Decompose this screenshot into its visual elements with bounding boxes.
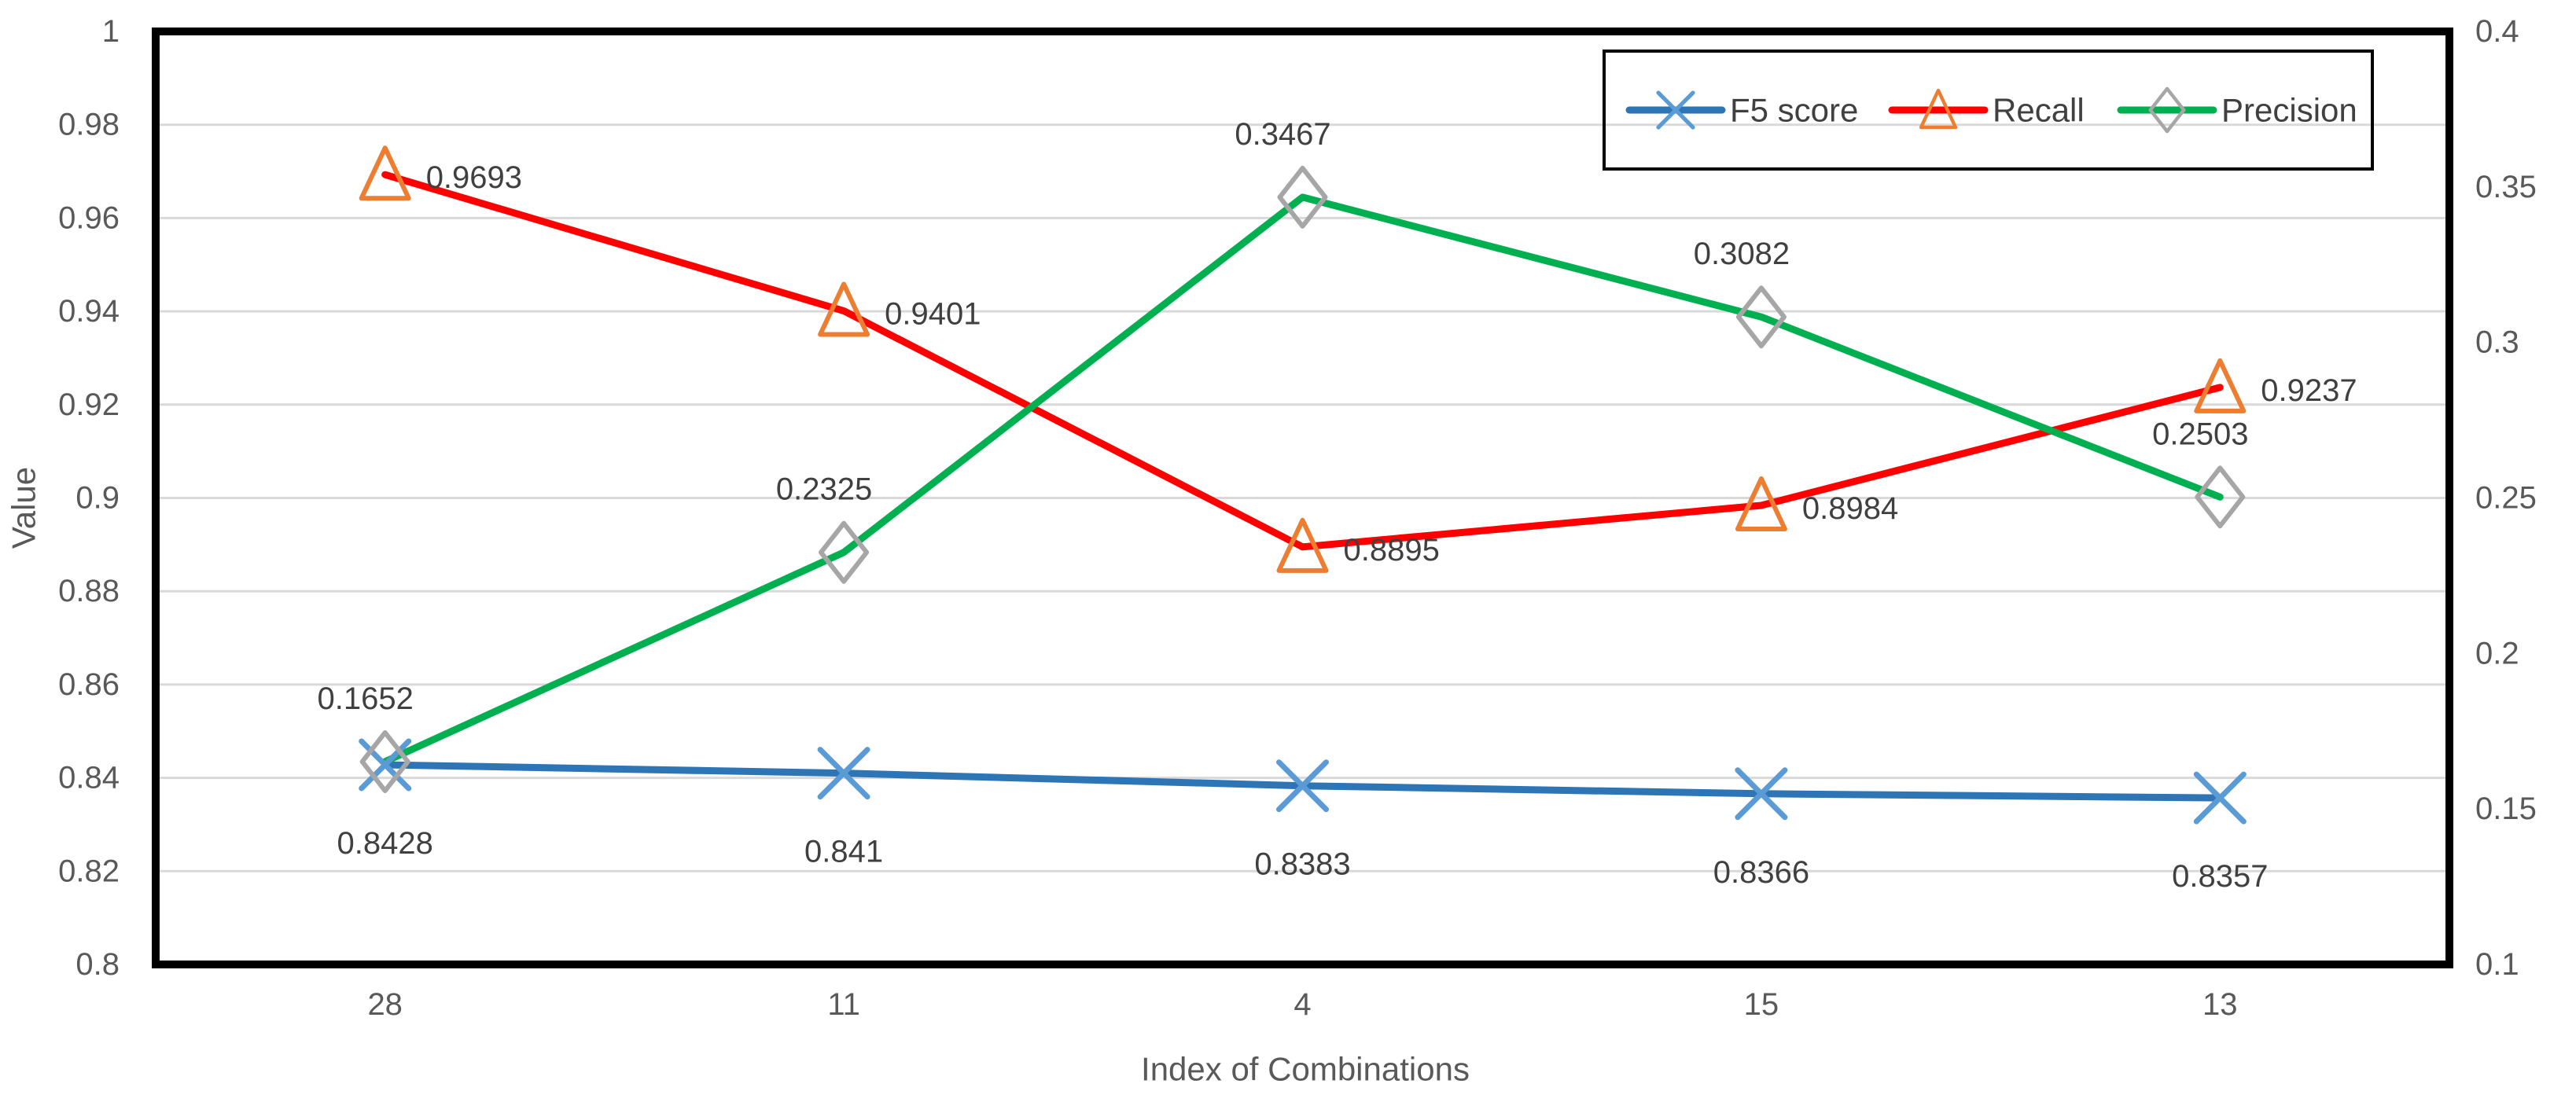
triangle-marker-shape [818,281,870,337]
legend-entry-f5-score [1625,90,1726,130]
triangle-marker-icon [1919,88,1958,130]
y-axis-left-tick-label: 0.96 [58,200,120,235]
y-axis-left-tick-label: 0.88 [58,574,120,608]
y-axis-left-tick-label: 0.98 [58,108,120,142]
data-label: 0.9401 [885,297,981,332]
x-marker-stroke [1276,759,1329,813]
data-label: 0.8357 [2172,859,2268,894]
triangle-marker-shape [1735,476,1787,531]
triangle-marker-shape [1276,517,1329,573]
y-axis-left-tick-label: 0.94 [58,294,120,329]
legend-box [1603,50,2374,171]
diamond-marker-icon [2148,86,2186,134]
data-label: 0.841 [804,835,883,869]
x-marker-stroke [817,747,870,800]
x-marker-icon [817,747,870,800]
x-marker-icon [1276,759,1329,813]
diamond-marker-icon [819,520,870,584]
data-label: 0.2325 [776,472,872,507]
y-axis-left-tick-label: 0.92 [58,388,120,422]
y-axis-right-tick-label: 0.15 [2475,792,2537,826]
data-label: 0.1652 [318,681,414,716]
triangle-marker-icon [1735,476,1787,531]
x-axis-tick-label: 28 [367,987,403,1022]
legend-label: Precision [2221,92,2357,129]
diamond-marker-icon [1735,285,1787,349]
diamond-marker-shape [1277,165,1328,229]
y-axis-right-tick-label: 0.1 [2475,947,2519,982]
triangle-marker-icon [2194,358,2247,413]
diamond-marker-icon [1277,165,1328,229]
series-line-recall [381,171,2224,551]
x-axis-tick-label: 13 [2202,987,2238,1022]
triangle-marker-icon [1276,517,1329,573]
legend-label: Recall [1993,92,2085,129]
triangle-marker-shape [1919,88,1958,130]
x-marker-stroke [1735,767,1788,821]
x-marker-stroke [1656,90,1695,130]
data-label: 0.3467 [1235,117,1330,152]
data-label: 0.3082 [1694,237,1790,271]
y-axis-title: Value [6,467,42,549]
data-label: 0.9693 [426,160,522,195]
diamond-marker-shape [2195,465,2246,529]
legend-entry-precision [2117,86,2217,134]
diamond-marker-shape [1735,285,1787,349]
y-axis-left-tick-label: 0.84 [58,761,120,795]
triangle-marker-icon [818,281,870,337]
triangle-marker-icon [359,145,411,201]
diamond-marker-shape [819,520,870,584]
series-line-precision [381,193,2224,766]
x-axis-tick-label: 11 [827,987,860,1022]
data-label: 0.8895 [1344,533,1440,568]
y-axis-left-tick-label: 0.86 [58,667,120,702]
x-marker-icon [2193,771,2247,825]
data-label: 0.8428 [337,826,433,861]
y-axis-right-tick-label: 0.25 [2475,481,2537,516]
y-axis-left-tick-label: 0.82 [58,854,120,888]
y-axis-right-tick-label: 0.4 [2475,14,2519,49]
x-marker-icon [1735,767,1788,821]
data-label: 0.8366 [1713,855,1809,890]
legend-entry-recall [1888,88,1989,130]
triangle-marker-shape [2194,358,2247,413]
diamond-marker-icon [359,730,410,794]
x-marker-icon [1656,90,1695,130]
triangle-marker-shape [359,145,411,201]
x-axis-tick-label: 4 [1294,987,1311,1022]
legend-label: F5 score [1730,92,1858,129]
diamond-marker-shape [2148,86,2186,134]
y-axis-right-tick-label: 0.3 [2475,325,2519,360]
diamond-marker-icon [2195,465,2246,529]
plot-border [152,28,2453,968]
x-axis-title: Index of Combinations [1141,1051,1470,1088]
y-axis-left-tick-label: 1 [102,14,120,49]
diamond-marker-shape [359,730,410,794]
data-label: 0.8984 [1802,491,1898,526]
y-axis-right-tick-label: 0.2 [2475,636,2519,670]
x-marker-stroke [2193,771,2247,825]
y-axis-left-tick-label: 0.9 [75,481,120,516]
y-axis-right-tick-label: 0.35 [2475,170,2537,204]
y-axis-left-tick-label: 0.8 [75,947,120,982]
data-label: 0.9237 [2261,373,2357,408]
data-label: 0.2503 [2152,417,2248,451]
data-label: 0.8383 [1254,847,1350,882]
x-axis-tick-label: 15 [1744,987,1779,1022]
